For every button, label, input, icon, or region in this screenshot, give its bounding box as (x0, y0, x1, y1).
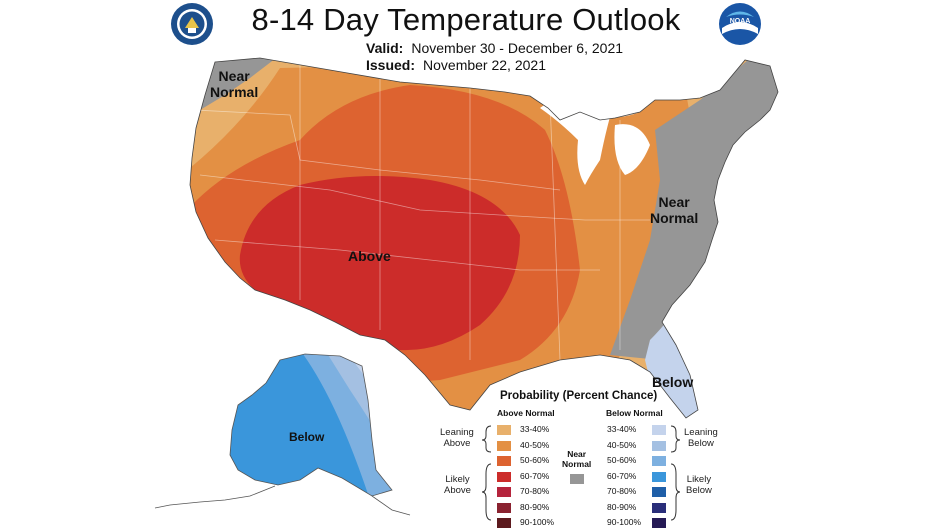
valid-period: Valid: November 30 - December 6, 2021 (366, 40, 624, 56)
legend-above-label: 80-90% (520, 501, 550, 512)
noaa-logo-icon: NOAA (719, 3, 761, 45)
above-label: Above (348, 248, 391, 264)
legend-below-label: 90-100% (607, 517, 642, 527)
legend-above-swatch (497, 518, 511, 528)
legend-below-label: 80-90% (607, 501, 637, 512)
near-normal-west-label: Near Normal (210, 68, 259, 100)
below-alaska-label: Below (289, 430, 325, 444)
brace-below-icon (670, 425, 681, 521)
legend-above-label: 60-70% (520, 470, 550, 481)
map-title: 8-14 Day Temperature Outlook (251, 2, 681, 37)
legend-likely-below: Likely Below (686, 474, 712, 496)
legend-below-swatch (652, 456, 666, 466)
legend-near-normal-label: Near Normal (562, 449, 592, 469)
legend-above-swatch (497, 487, 511, 497)
legend-near-normal-swatch (570, 474, 584, 484)
svg-text:NOAA: NOAA (730, 18, 751, 25)
legend-above-swatch (497, 471, 511, 482)
legend-likely-above: Likely Above (444, 474, 471, 496)
legend-below-swatch (652, 471, 666, 482)
doc-seal-icon (171, 3, 213, 45)
legend-below-label: 33-40% (607, 424, 637, 434)
legend-above-swatch (497, 425, 511, 435)
legend-leaning-above: Leaning Above (440, 427, 474, 449)
issued-date: Issued: November 22, 2021 (366, 57, 546, 73)
legend-below-label: 70-80% (607, 486, 637, 496)
near-normal-east-label: Near Normal (650, 194, 699, 226)
legend-above-label: 90-100% (520, 517, 555, 527)
legend-below-header: Below Normal (606, 408, 663, 418)
legend-above-label: 70-80% (520, 486, 550, 496)
legend-below-label: 50-60% (607, 455, 637, 465)
legend-above-swatch (497, 502, 511, 513)
legend-title: Probability (Percent Chance) (500, 390, 658, 402)
below-southeast-label: Below (652, 374, 694, 390)
legend-above-header: Above Normal (497, 408, 555, 418)
legend-below-swatch (652, 487, 666, 497)
brace-above-icon (481, 425, 492, 521)
legend-above-swatch (497, 440, 511, 451)
legend-below-swatch (652, 425, 666, 435)
legend-above-label: 40-50% (520, 439, 550, 450)
legend-leaning-below: Leaning Below (684, 427, 718, 449)
legend-above-label: 33-40% (520, 424, 550, 434)
legend-below-swatch (652, 518, 666, 528)
legend-above-swatch (497, 456, 511, 466)
legend-below-label: 40-50% (607, 439, 637, 450)
legend-below-swatch (652, 440, 666, 451)
legend-below-label: 60-70% (607, 470, 637, 481)
legend-below-swatch (652, 502, 666, 513)
legend-above-label: 50-60% (520, 455, 550, 465)
